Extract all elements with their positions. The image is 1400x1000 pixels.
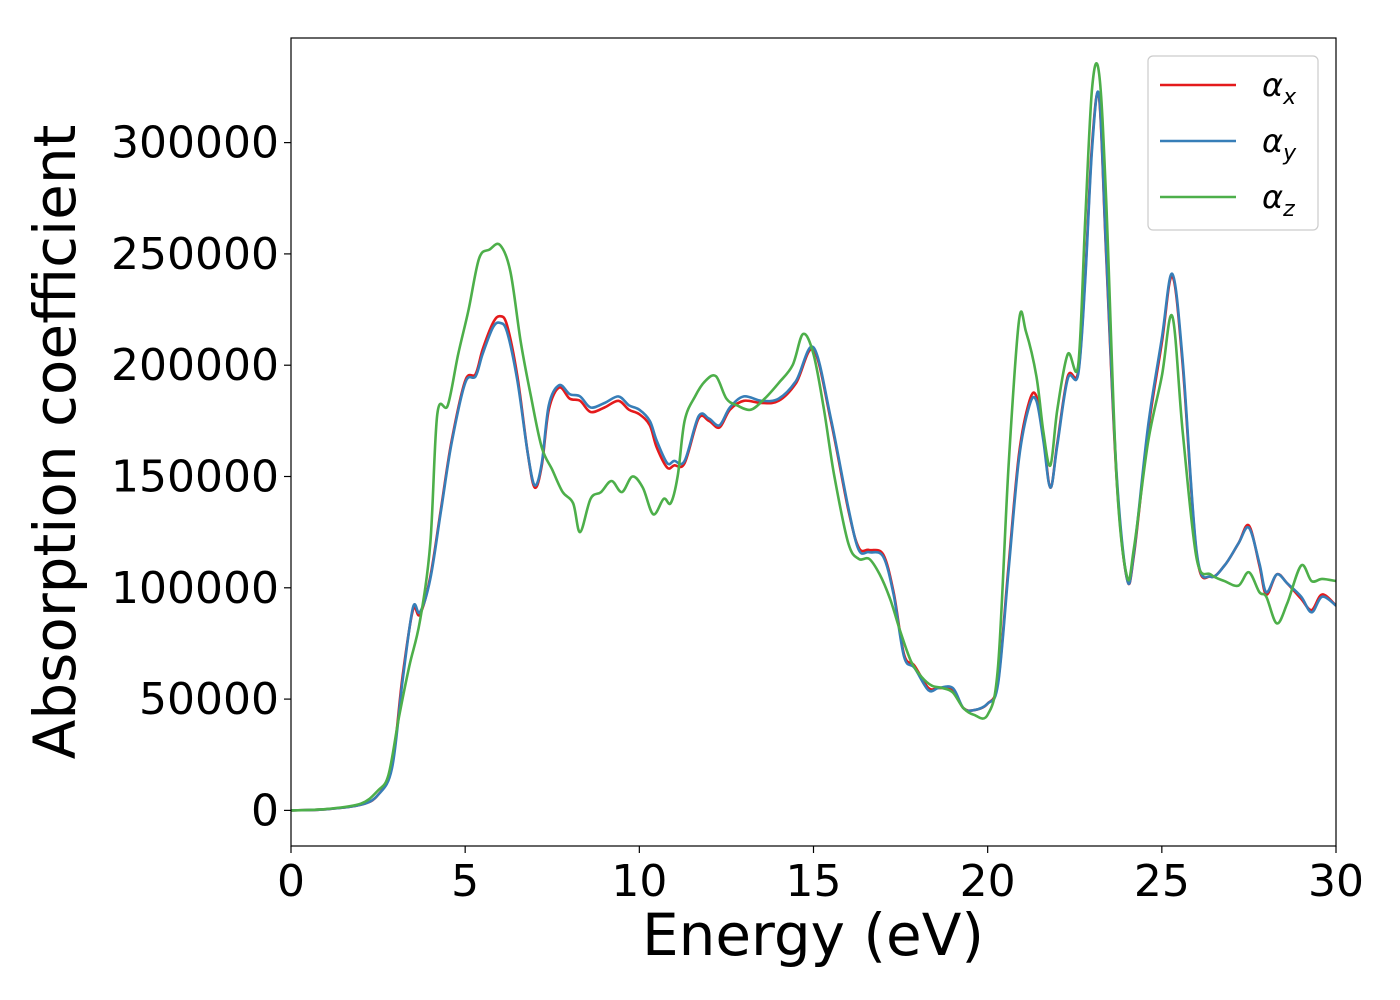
series-line-z xyxy=(291,61,1336,812)
y-tick-label: 50000 xyxy=(139,674,279,725)
legend-symbol: α xyxy=(1262,122,1283,160)
y-axis: 0 50000 100000 150000 200000 250000 300000 xyxy=(111,118,291,836)
x-tick-label: 20 xyxy=(960,856,1016,907)
legend-subscript: z xyxy=(1282,197,1295,222)
y-tick-label: 100000 xyxy=(111,563,279,614)
legend-symbol: α xyxy=(1262,66,1283,104)
legend-label-x: αx xyxy=(1262,66,1297,110)
y-axis-title: Absorption coefficient xyxy=(21,125,89,760)
x-tick-label: 25 xyxy=(1134,856,1190,907)
series-layer xyxy=(291,61,1336,812)
series-line-y xyxy=(291,90,1336,812)
legend-subscript: x xyxy=(1282,85,1297,110)
y-tick-label: 300000 xyxy=(111,118,279,169)
y-tick-label: 150000 xyxy=(111,452,279,503)
x-axis-title: Energy (eV) xyxy=(642,901,984,969)
x-tick-label: 0 xyxy=(277,856,305,907)
legend-label-z: αz xyxy=(1262,178,1295,222)
x-tick-label: 15 xyxy=(786,856,842,907)
x-axis: 0 5 10 15 20 25 30 xyxy=(277,846,1364,907)
y-tick-label: 0 xyxy=(251,785,279,836)
y-tick-label: 200000 xyxy=(111,340,279,391)
x-tick-label: 10 xyxy=(611,856,667,907)
legend-symbol: α xyxy=(1262,178,1283,216)
y-tick-label: 250000 xyxy=(111,229,279,280)
x-tick-label: 30 xyxy=(1308,856,1364,907)
legend-subscript: y xyxy=(1282,141,1297,166)
legend-label-y: αy xyxy=(1262,122,1297,166)
x-tick-label: 5 xyxy=(451,856,479,907)
legend-box xyxy=(1147,55,1319,231)
